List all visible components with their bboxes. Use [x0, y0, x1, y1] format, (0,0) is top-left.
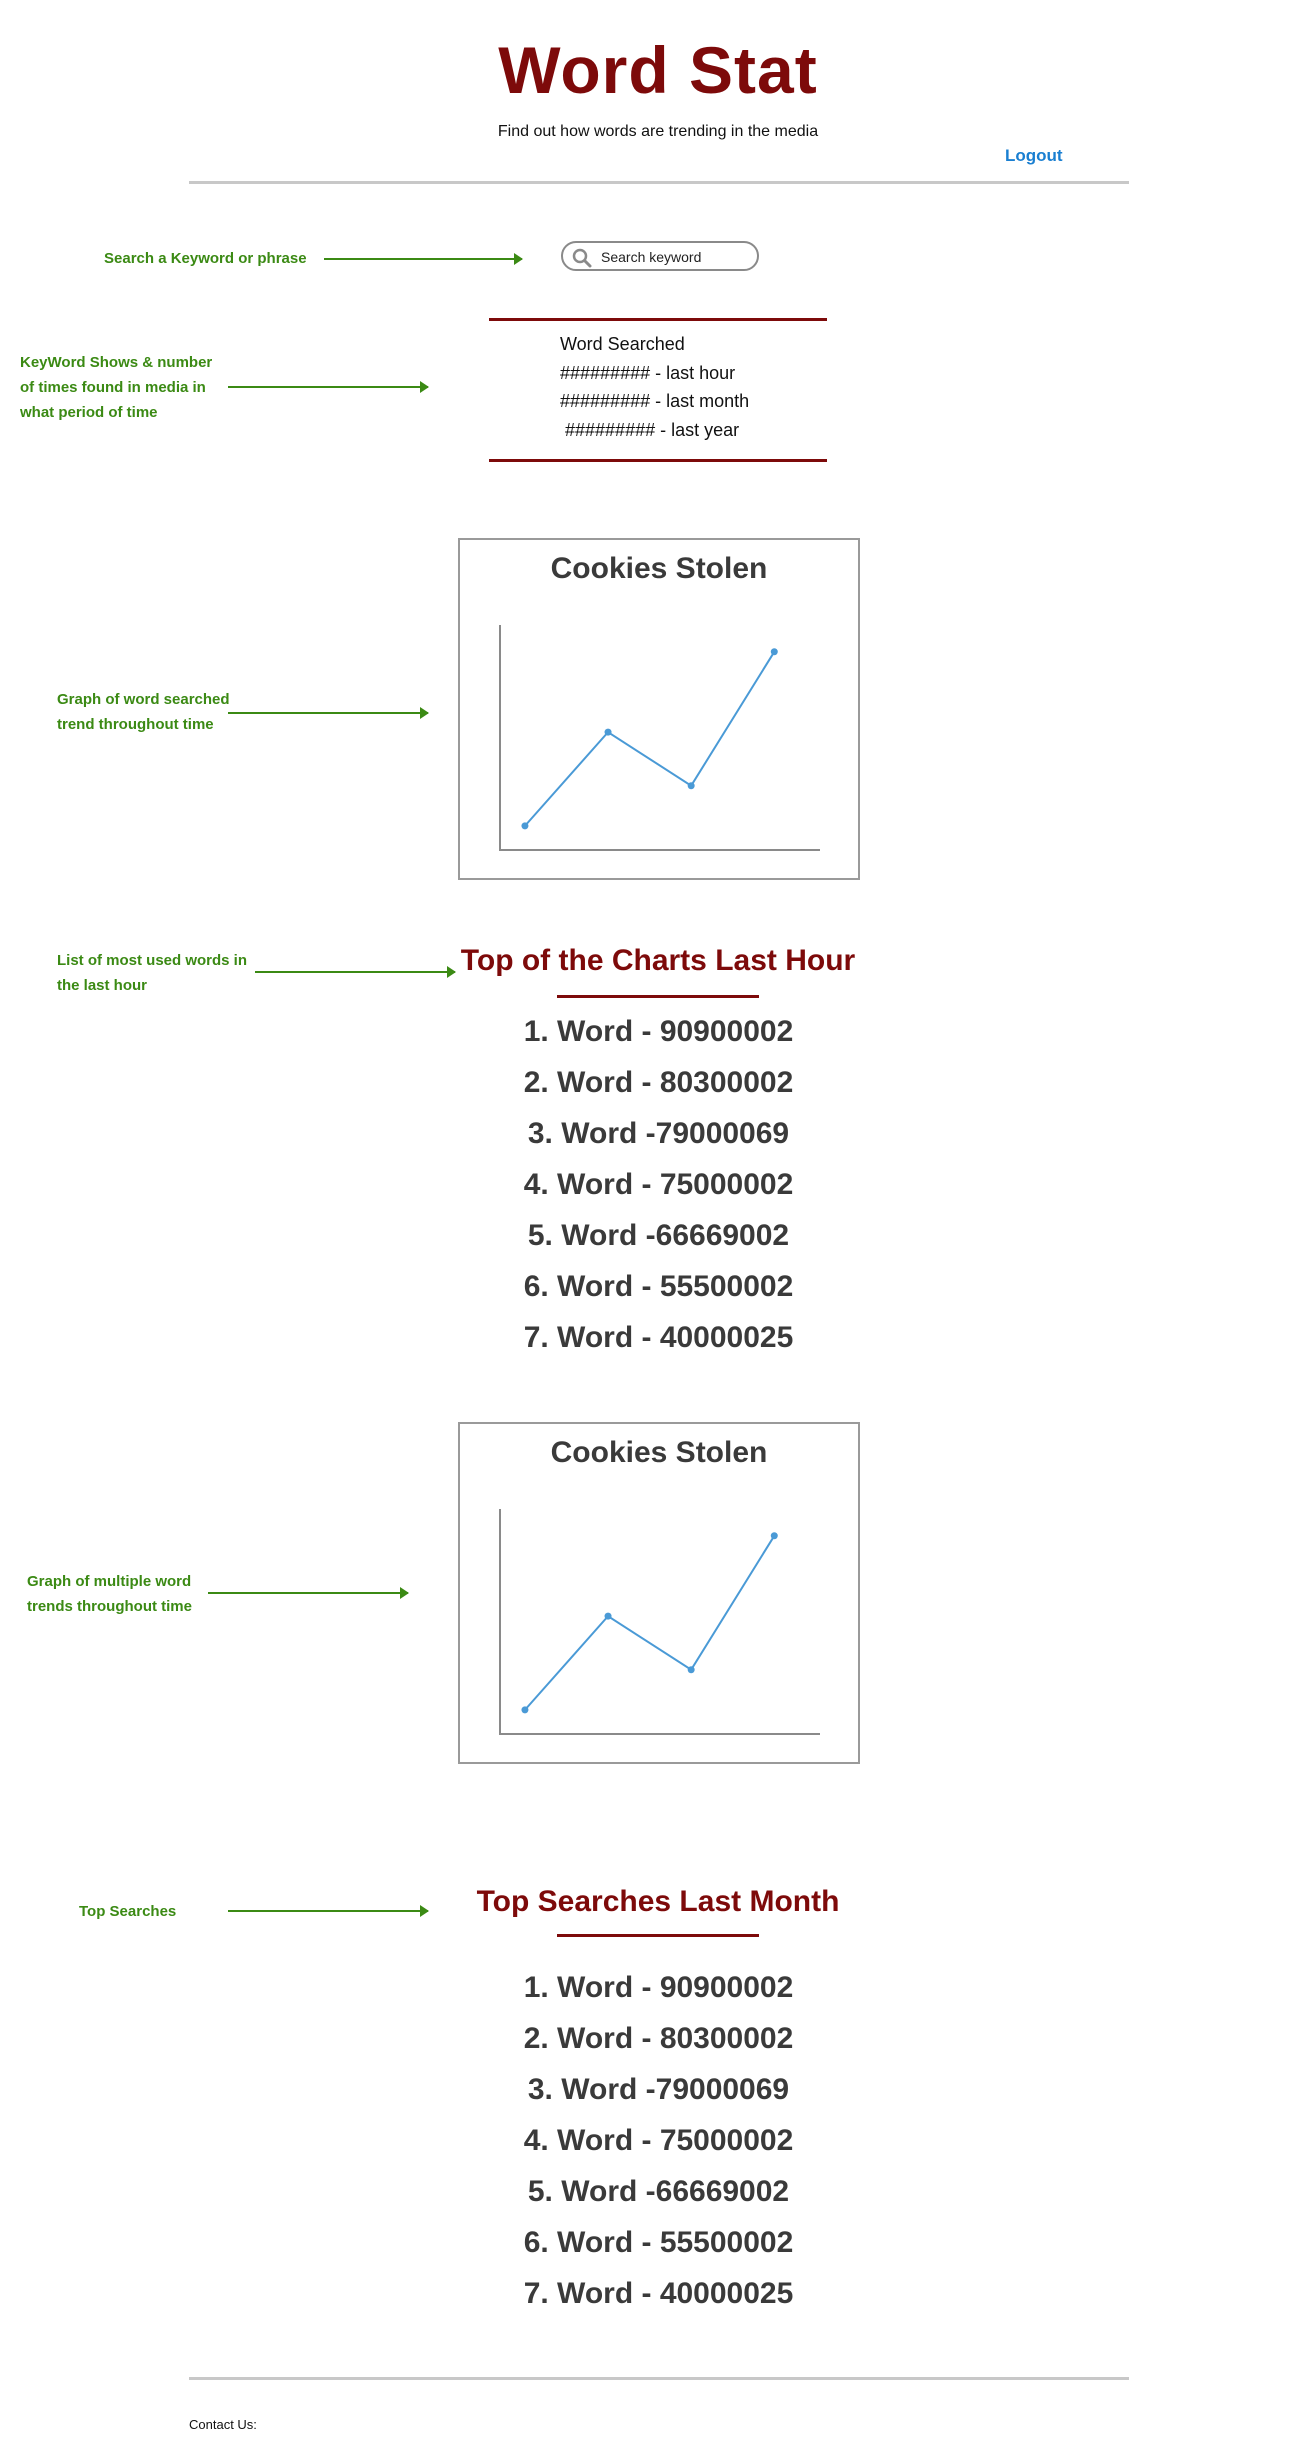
arrow-graph-single [228, 707, 429, 719]
app-title: Word Stat [498, 33, 818, 107]
chart-multiple-trends: Cookies Stolen [458, 1422, 860, 1764]
list-item: 6. Word - 55500002 [523, 1270, 794, 1303]
annotation-keyword-shows: KeyWord Shows & number of times found in… [20, 354, 213, 421]
chart-plot [499, 1509, 820, 1735]
search-icon [572, 248, 592, 268]
series-line [524, 1535, 776, 1711]
list-title-last-month: Top Searches Last Month [476, 1885, 840, 1918]
chart-axes [499, 1509, 820, 1735]
annotation-most-used: List of most used words in the last hour [57, 952, 248, 994]
logout-link[interactable]: Logout [1005, 146, 1063, 165]
footer-divider [189, 2377, 1129, 2380]
arrow-top-searches [228, 1905, 429, 1917]
ranked-list-last-hour: 1. Word - 90900002 2. Word - 80300002 3.… [0, 1006, 1316, 1363]
list-item: 3. Word -79000069 [527, 1117, 790, 1150]
summary-bottom-divider [489, 459, 827, 462]
list-underline-last-month [557, 1934, 759, 1937]
list-item: 1. Word - 90900002 [523, 1015, 794, 1048]
list-title-last-hour: Top of the Charts Last Hour [460, 944, 856, 977]
series-line [524, 651, 776, 827]
chart-title: Cookies Stolen [550, 552, 768, 585]
word-searched-heading: Word Searched [560, 334, 685, 354]
annotation-top-searches: Top Searches [79, 1903, 177, 1920]
summary-top-divider [489, 318, 827, 321]
contact-us-label: Contact Us: [189, 2417, 257, 2432]
data-point [770, 1532, 778, 1540]
arrow-search [324, 253, 523, 265]
chart-title: Cookies Stolen [550, 1436, 768, 1469]
count-last-hour: ######### - last hour [560, 363, 736, 383]
list-underline-last-hour [557, 995, 759, 998]
list-item: 5. Word -66669002 [527, 2175, 790, 2208]
list-item: 4. Word - 75000002 [523, 2124, 794, 2157]
count-last-year: ######### - last year [560, 420, 740, 440]
chart-word-trend: Cookies Stolen [458, 538, 860, 880]
list-item: 5. Word -66669002 [527, 1219, 790, 1252]
chart-axes [499, 625, 820, 851]
list-item: 3. Word -79000069 [527, 2073, 790, 2106]
data-point [521, 1706, 529, 1714]
data-point [521, 822, 529, 830]
list-item: 7. Word - 40000025 [523, 1321, 794, 1354]
chart-plot [499, 625, 820, 851]
search-bar[interactable] [561, 241, 759, 271]
list-item: 2. Word - 80300002 [523, 1066, 794, 1099]
annotation-graph-multiple: Graph of multiple word trends throughout… [27, 1573, 192, 1615]
data-point [604, 728, 612, 736]
data-point [604, 1612, 612, 1620]
annotation-search: Search a Keyword or phrase [104, 250, 307, 267]
data-point [770, 648, 778, 656]
list-item: 4. Word - 75000002 [523, 1168, 794, 1201]
search-input[interactable] [601, 247, 751, 267]
count-last-month: ######### - last month [560, 391, 750, 411]
list-item: 1. Word - 90900002 [523, 1971, 794, 2004]
ranked-list-last-month: 1. Word - 90900002 2. Word - 80300002 3.… [0, 1962, 1316, 2319]
list-item: 2. Word - 80300002 [523, 2022, 794, 2055]
data-point [687, 782, 695, 790]
app-tagline: Find out how words are trending in the m… [497, 123, 819, 140]
list-item: 7. Word - 40000025 [523, 2277, 794, 2310]
arrow-keyword-shows [228, 381, 429, 393]
data-point [687, 1666, 695, 1674]
header-divider [189, 181, 1129, 184]
arrow-most-used [255, 966, 456, 978]
list-item: 6. Word - 55500002 [523, 2226, 794, 2259]
annotation-graph-single: Graph of word searched trend throughout … [57, 691, 230, 733]
arrow-graph-multiple [208, 1587, 409, 1599]
